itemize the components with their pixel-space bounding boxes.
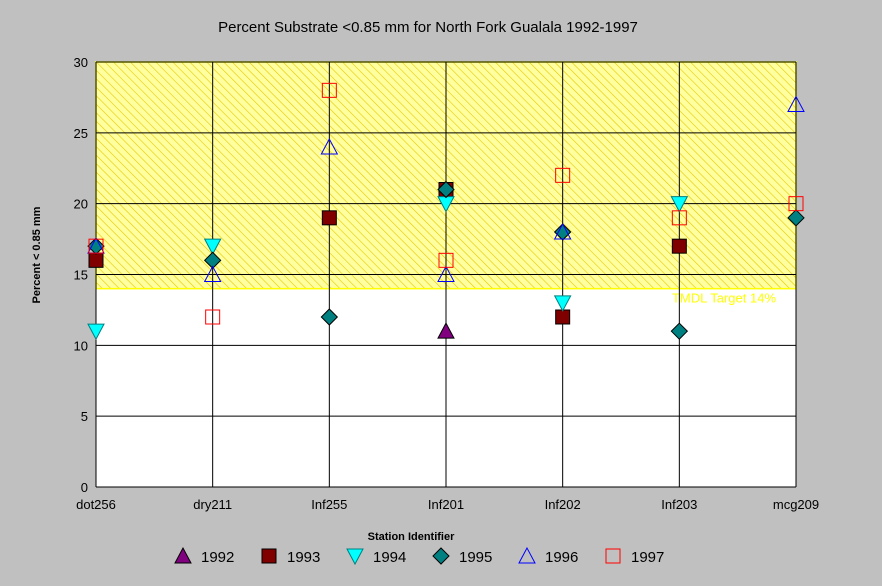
legend-label-1994: 1994 bbox=[373, 549, 406, 566]
data-point-1997 bbox=[88, 238, 104, 254]
y-tick-label: 20 bbox=[74, 197, 88, 212]
legend-marker-1995 bbox=[432, 547, 450, 565]
legend-marker-1997 bbox=[605, 548, 621, 564]
data-point-1995 bbox=[437, 180, 455, 199]
data-point-1994 bbox=[670, 196, 689, 213]
data-point-1996 bbox=[320, 137, 339, 155]
data-point-1995 bbox=[320, 308, 339, 326]
data-point-1995 bbox=[670, 322, 689, 340]
legend-marker-1992 bbox=[174, 546, 192, 564]
legend-label-1995: 1995 bbox=[459, 549, 492, 566]
legend-marker-1996 bbox=[518, 546, 536, 564]
x-tick-label: mcg209 bbox=[773, 497, 819, 512]
data-point-1994 bbox=[553, 295, 572, 312]
data-point-1994 bbox=[87, 323, 105, 341]
legend-marker-1993 bbox=[261, 548, 277, 564]
data-point-1995 bbox=[553, 223, 572, 241]
target-band-label: TMDL Target 14% bbox=[672, 291, 776, 306]
x-tick-label: dry211 bbox=[193, 497, 232, 512]
data-point-1996 bbox=[553, 222, 572, 240]
x-tick-label: dot256 bbox=[76, 497, 116, 512]
y-axis-label: Percent < 0.85 mm bbox=[31, 206, 43, 303]
x-tick-label: Inf203 bbox=[661, 497, 697, 512]
legend-marker-1994 bbox=[346, 548, 364, 566]
data-point-1997 bbox=[205, 309, 221, 325]
legend-label-1992: 1992 bbox=[201, 549, 234, 566]
data-point-1993 bbox=[555, 309, 571, 325]
data-point-1997 bbox=[671, 210, 687, 226]
x-tick-label: Inf202 bbox=[545, 497, 581, 512]
legend-label-1997: 1997 bbox=[631, 549, 664, 566]
data-point-1995 bbox=[787, 209, 805, 227]
data-point-1997 bbox=[438, 252, 454, 268]
data-point-1993 bbox=[88, 252, 104, 268]
legend-label-1996: 1996 bbox=[545, 549, 578, 566]
data-point-1994 bbox=[203, 238, 222, 256]
data-point-1995 bbox=[87, 237, 105, 255]
data-point-1993 bbox=[671, 238, 687, 254]
data-point-1996 bbox=[203, 265, 222, 282]
data-point-1993 bbox=[321, 210, 337, 226]
y-tick-label: 0 bbox=[81, 480, 88, 495]
chart-title: Percent Substrate <0.85 mm for North For… bbox=[218, 19, 638, 36]
data-point-1996 bbox=[787, 95, 805, 112]
data-point-1997 bbox=[788, 196, 804, 212]
data-point-1996 bbox=[437, 265, 455, 282]
x-tick-label: Inf255 bbox=[311, 497, 347, 512]
data-point-1995 bbox=[203, 251, 222, 270]
y-tick-label: 5 bbox=[81, 409, 88, 424]
data-point-1992 bbox=[437, 322, 455, 339]
y-tick-label: 15 bbox=[74, 268, 88, 283]
x-tick-label: Inf201 bbox=[428, 497, 464, 512]
y-tick-label: 25 bbox=[74, 126, 88, 141]
y-tick-label: 30 bbox=[74, 55, 88, 70]
data-point-1997 bbox=[555, 167, 571, 183]
legend-label-1993: 1993 bbox=[287, 549, 320, 566]
y-tick-label: 10 bbox=[74, 338, 88, 353]
x-axis-label: Station Identifier bbox=[368, 531, 456, 543]
data-point-1997 bbox=[321, 82, 337, 98]
